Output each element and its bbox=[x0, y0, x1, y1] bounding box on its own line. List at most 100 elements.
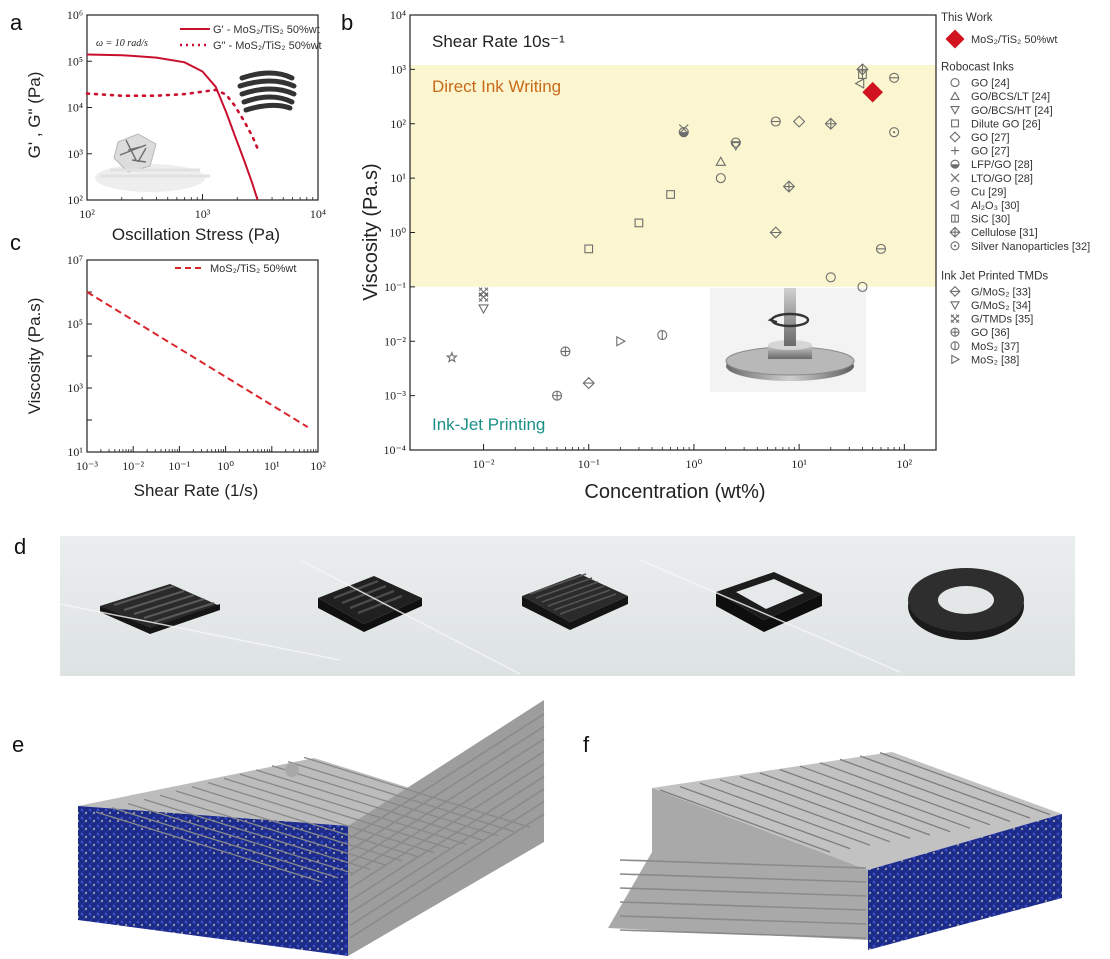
b-legend-marker bbox=[950, 341, 960, 351]
c-ytick-label: 10³ bbox=[67, 381, 83, 395]
b-legend-entry-label: GO/BCS/HT [24] bbox=[971, 105, 1053, 117]
b-point-square bbox=[666, 190, 675, 199]
f-filament bbox=[839, 758, 1011, 823]
c-xtick-label: 10⁻² bbox=[122, 459, 144, 473]
b-point-star bbox=[445, 351, 459, 363]
b-legend-entry-label: GO [27] bbox=[971, 132, 1010, 144]
b-ytick-label: 10⁻¹ bbox=[384, 280, 406, 294]
e-filament bbox=[239, 773, 467, 845]
a-ytick-label: 10⁵ bbox=[67, 54, 83, 68]
a-xtick-label: 10² bbox=[79, 207, 95, 221]
a-legend: G' - MoS₂/TiS₂ 50%wt G" - MoS₂/TiS₂ 50%w… bbox=[180, 24, 322, 52]
f-filament bbox=[619, 887, 867, 897]
b-legend-entry-label: GO [24] bbox=[971, 78, 1010, 90]
a-annotation-omega: ω = 10 rad/s bbox=[96, 38, 148, 49]
b-ytick-label: 10⁻⁴ bbox=[383, 443, 406, 457]
b-point-triangle-down bbox=[478, 304, 489, 315]
a-ytick-label: 10³ bbox=[67, 147, 83, 161]
b-legend-entry-label: G/TMDs [35] bbox=[971, 314, 1033, 326]
f-filament bbox=[779, 768, 951, 833]
b-x-axis-label: Concentration (wt%) bbox=[584, 481, 765, 503]
b-point-diamond bbox=[792, 115, 806, 128]
b-legend-entry-label: G/MoS₂ [34] bbox=[971, 300, 1031, 312]
b-ytick-label: 10⁰ bbox=[389, 226, 406, 240]
b-legend-marker bbox=[950, 314, 960, 323]
c-plot-frame bbox=[86, 259, 319, 453]
b-point-circle-minus bbox=[889, 72, 900, 83]
b-point-circle-bar bbox=[657, 330, 668, 341]
b-legend-entry-label: LFP/GO [28] bbox=[971, 159, 1033, 171]
render-e bbox=[78, 700, 545, 956]
b-legend-entry-label: G/MoS₂ [33] bbox=[971, 286, 1031, 298]
panel-label-c: c bbox=[10, 230, 21, 255]
b-legend-marker bbox=[950, 159, 960, 169]
b-point-triangle-up bbox=[715, 156, 727, 166]
b-point-circle-half bbox=[678, 127, 689, 138]
b-region-label-diw: Direct Ink Writing bbox=[432, 77, 561, 96]
b-legend-entry-label: MoS₂ [38] bbox=[971, 354, 1019, 366]
b-legend-marker bbox=[950, 91, 960, 100]
e-filament bbox=[159, 794, 387, 866]
e-filament bbox=[349, 750, 545, 877]
b-point-diamond-minus bbox=[769, 226, 782, 239]
b-legend-marker bbox=[950, 186, 960, 196]
c-legend: MoS₂/TiS₂ 50%wt bbox=[175, 263, 296, 275]
photo-ring bbox=[908, 568, 1024, 640]
b-point-circle-dot bbox=[889, 127, 900, 138]
chart-c: 10⁻³ 10⁻² 10⁻¹ 10⁰ 10¹ 10² 10¹ 10³ 10⁵ 10⁷ MoS₂/T… bbox=[25, 253, 326, 500]
b-legend-marker bbox=[950, 301, 960, 311]
c-axis-ticks: 10⁻³ 10⁻² 10⁻¹ 10⁰ 10¹ 10² 10¹ 10³ 10⁵ 10⁷ bbox=[67, 253, 326, 473]
b-xtick-label: 10¹ bbox=[791, 457, 807, 471]
b-legend-marker bbox=[951, 354, 961, 365]
a-structure-insets bbox=[95, 70, 297, 192]
b-ytick-label: 10¹ bbox=[390, 171, 406, 185]
b-legend-marker bbox=[950, 173, 960, 183]
b-point-diamond-plus bbox=[824, 117, 837, 130]
b-xtick-label: 10⁰ bbox=[686, 457, 703, 471]
b-xtick-label: 10⁻¹ bbox=[578, 457, 600, 471]
e-filament bbox=[349, 813, 545, 939]
e-filament bbox=[207, 781, 435, 854]
e-filament bbox=[223, 777, 451, 850]
e-filament bbox=[349, 788, 545, 914]
b-xtick-label: 10² bbox=[897, 457, 913, 471]
a-series-group bbox=[85, 53, 259, 201]
b-title: Shear Rate 10s⁻¹ bbox=[432, 32, 565, 51]
b-legend-marker bbox=[951, 119, 959, 128]
a-xtick-label: 10⁴ bbox=[310, 207, 326, 221]
f-filament bbox=[739, 775, 911, 840]
b-legend-marker bbox=[950, 327, 960, 337]
b-point-hatched-x bbox=[478, 287, 489, 298]
e-filament bbox=[349, 763, 545, 889]
c-x-axis-label: Shear Rate (1/s) bbox=[134, 481, 259, 500]
b-legend-marker bbox=[945, 29, 965, 49]
b-point-circle-minus bbox=[770, 116, 781, 127]
f-filament bbox=[859, 755, 1031, 819]
a-axis-ticks: 10² 10³ 10⁴ 10² 10³ 10⁴ 10⁵ 10⁶ bbox=[67, 8, 326, 221]
photo-woodpile-square bbox=[522, 573, 628, 630]
b-legend-entry-label: Cellulose [31] bbox=[971, 227, 1038, 239]
c-xtick-label: 10⁻³ bbox=[76, 459, 98, 473]
panel-label-f: f bbox=[583, 732, 590, 757]
b-legend-marker bbox=[949, 131, 961, 143]
f-filament bbox=[819, 762, 991, 826]
e-filament bbox=[349, 725, 545, 852]
f-filament bbox=[699, 782, 871, 846]
c-ytick-label: 10¹ bbox=[67, 445, 83, 459]
b-legend-entry-label: GO [36] bbox=[971, 327, 1010, 339]
c-y-axis-label: Viscosity (Pa.s) bbox=[25, 298, 44, 415]
b-legend-marker bbox=[949, 200, 959, 210]
b-legend-entry-label: Silver Nanoparticles [32] bbox=[971, 241, 1090, 253]
b-point-circle bbox=[825, 272, 836, 283]
f-filament bbox=[619, 859, 867, 869]
c-xtick-label: 10⁻¹ bbox=[168, 459, 190, 473]
photo-hollow-square bbox=[716, 572, 822, 632]
ordered-stack-illustration bbox=[237, 70, 297, 113]
a-xtick-label: 10³ bbox=[195, 207, 211, 221]
d-photo-grid-lines bbox=[59, 559, 901, 675]
a-series-line-gprime bbox=[86, 53, 259, 201]
b-point-diamond-plus bbox=[782, 180, 796, 193]
e-filament bbox=[127, 802, 355, 875]
c-series-line bbox=[86, 291, 309, 428]
f-filament bbox=[619, 915, 867, 925]
